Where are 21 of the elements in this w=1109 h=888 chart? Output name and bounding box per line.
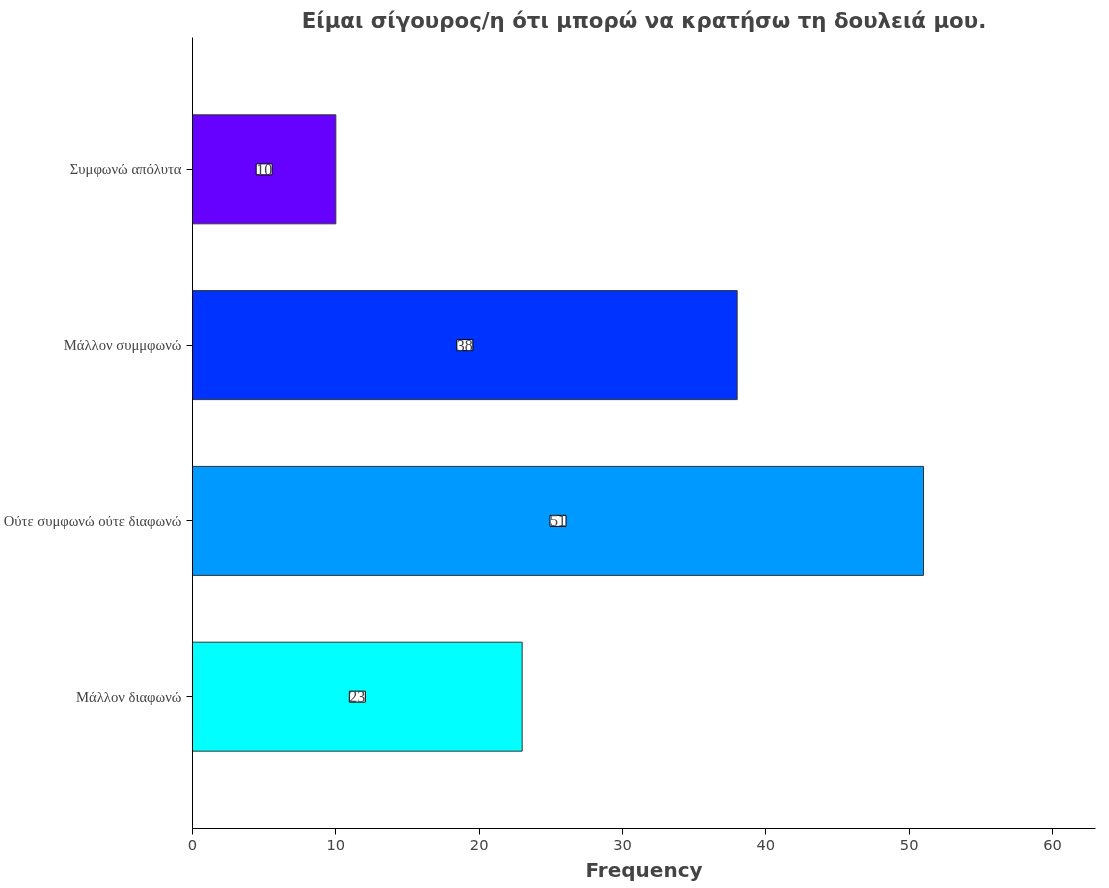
x-tick-label: 10 (326, 835, 346, 853)
y-tick-label: Μάλλον συμμφωνώ (63, 337, 182, 354)
x-tick-label: 30 (613, 835, 632, 853)
x-axis-title: Frequency (585, 857, 703, 882)
bar (192, 465, 924, 576)
data-label: 23 (349, 688, 366, 706)
x-tick-label: 0 (187, 835, 198, 853)
data-label: 51 (550, 512, 566, 530)
x-tick-label: 20 (469, 835, 489, 853)
chart-title: Είμαι σίγουρος/η ότι μπορώ να κρατήσω τη δουλειά μου. (301, 7, 987, 33)
data-label: 38 (456, 336, 473, 354)
y-tick-label: Συμφωνώ απόλυτα (69, 161, 182, 178)
y-tick-label: Ούτε συμφωνώ ούτε διαφωνώ (3, 512, 182, 529)
bar (192, 290, 738, 401)
y-tick-label: Μάλλον διαφωνώ (76, 688, 182, 705)
data-label: 10 (256, 160, 273, 178)
x-tick-label: 40 (756, 835, 776, 853)
bar (192, 641, 523, 752)
bar (192, 114, 337, 225)
x-tick-label: 60 (1043, 835, 1062, 853)
x-tick-label: 50 (899, 835, 919, 853)
